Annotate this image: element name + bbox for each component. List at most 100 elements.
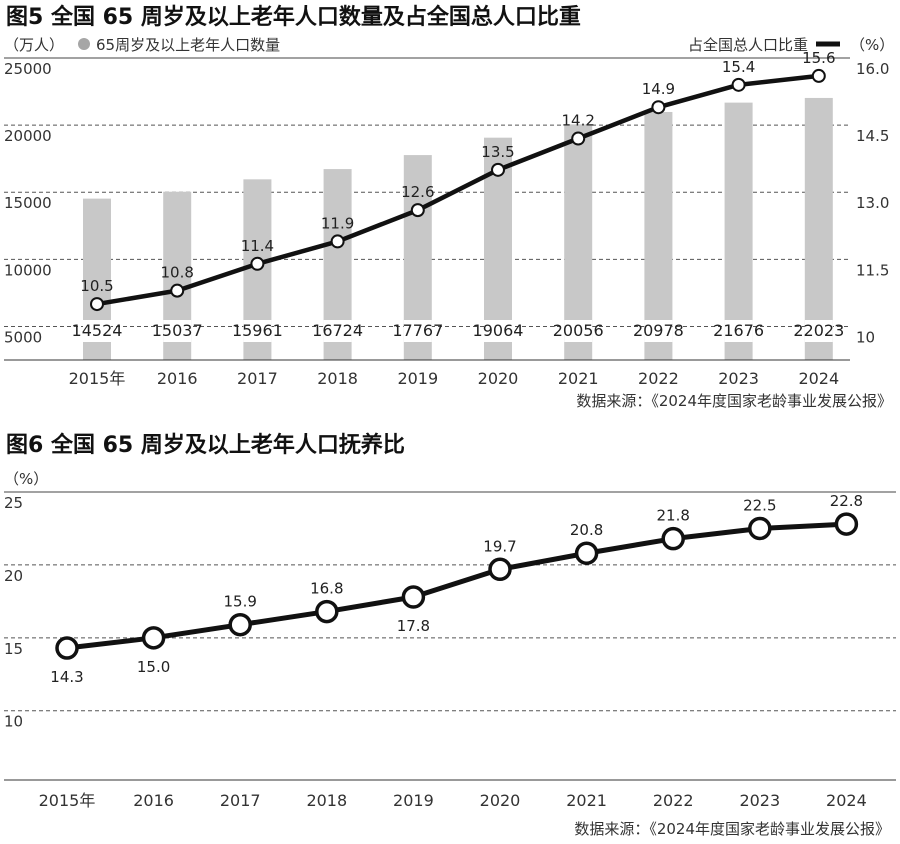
chart1-bar-label-bg xyxy=(564,320,593,342)
chart2-data-label: 15.9 xyxy=(223,593,256,611)
chart1-title: 图5 全国 65 周岁及以上老年人口数量及占全国总人口比重 xyxy=(6,4,581,30)
chart2-unit: （%） xyxy=(4,470,48,488)
chart1-bar xyxy=(644,111,673,360)
chart1-ratio-data-label: 15.4 xyxy=(722,58,755,76)
chart2-x-tick-label: 2024 xyxy=(826,791,867,810)
chart2-data-label: 14.3 xyxy=(50,668,83,686)
chart1-source: 数据来源：《2024年度国家老龄事业发展公报》 xyxy=(576,392,892,410)
chart1-left-tick-label: 15000 xyxy=(4,194,52,212)
legend-line-label: 占全国总人口比重 xyxy=(688,36,808,54)
chart2-title: 图6 全国 65 周岁及以上老年人口抚养比 xyxy=(6,432,405,458)
chart1-bar-label-bg xyxy=(804,320,833,342)
chart1-ratio-point xyxy=(651,100,666,115)
chart2-data-label: 22.5 xyxy=(743,496,776,514)
chart1-bar-value-label: 21676 xyxy=(713,321,764,340)
chart2-point xyxy=(488,557,512,582)
chart1-x-tick-label: 2021 xyxy=(558,369,599,388)
chart1-bar-label-bg xyxy=(83,320,111,342)
chart1-ratio-point xyxy=(410,203,425,218)
chart1-bar-label-bg xyxy=(403,320,432,342)
chart2-x-tick-label: 2021 xyxy=(566,791,607,810)
chart1-bar-value-label: 15961 xyxy=(232,321,283,340)
chart1-ratio-data-label: 14.2 xyxy=(561,112,594,130)
chart2-data-label: 22.8 xyxy=(830,492,863,510)
chart1-ratio-data-label: 11.4 xyxy=(241,237,274,255)
chart1-ratio-point xyxy=(491,162,505,177)
chart2-y-tick-label: 25 xyxy=(4,494,23,512)
chart1-ratio-data-label: 14.9 xyxy=(642,80,675,98)
chart1-x-tick-label: 2016 xyxy=(157,369,198,388)
chart2-x-tick-label: 2018 xyxy=(306,791,347,810)
chart1-bar-label-bg xyxy=(243,320,272,342)
chart1-x-tick-label: 2023 xyxy=(718,369,759,388)
chart1-x-tick-label: 2020 xyxy=(478,369,519,388)
chart1-ratio-data-label: 10.5 xyxy=(80,277,113,295)
chart1-ratio-point xyxy=(250,256,265,271)
chart1-bar-value-label: 20056 xyxy=(553,321,604,340)
chart2-x-tick-label: 2019 xyxy=(393,791,434,810)
chart1-ratio-point xyxy=(731,77,746,92)
chart1-bar xyxy=(724,102,753,360)
chart2-data-label: 16.8 xyxy=(310,580,343,598)
chart1-ratio-data-label: 11.9 xyxy=(321,214,354,232)
chart1-bar-label-bg xyxy=(323,320,352,342)
chart1-ratio-line xyxy=(96,73,820,307)
chart1-x-tick-label: 2019 xyxy=(397,369,438,388)
legend-bar-label: 65周岁及以上老年人口数量 xyxy=(96,36,280,54)
chart2-y-tick-label: 15 xyxy=(4,640,23,658)
chart1-bar-value-label: 15037 xyxy=(152,321,203,340)
chart1-ratio-data-label: 13.5 xyxy=(481,143,514,161)
chart2-data-label: 15.0 xyxy=(137,658,170,676)
chart1-ratio-point xyxy=(571,131,586,146)
chart1-left-tick-label: 5000 xyxy=(4,328,42,346)
chart2-data-label: 19.7 xyxy=(483,537,516,555)
chart2-point xyxy=(748,516,772,541)
legend-bar-swatch xyxy=(78,38,90,50)
chart1-right-tick-label: 10 xyxy=(856,328,875,346)
chart1-x-tick-label: 2017 xyxy=(237,369,278,388)
chart1-bar-value-label: 17767 xyxy=(392,321,443,340)
chart1-ratio-data-label: 12.6 xyxy=(401,183,434,201)
chart1-bar-value-label: 19064 xyxy=(473,321,524,340)
chart2-y-tick-label: 10 xyxy=(4,713,23,731)
chart2-x-tick-label: 2016 xyxy=(133,791,174,810)
chart1-bar-label-bg xyxy=(484,320,512,342)
chart1-ratio-point xyxy=(330,234,345,249)
chart2-point xyxy=(141,626,166,650)
chart1-left-tick-label: 10000 xyxy=(4,261,52,279)
chart2-x-tick-label: 2022 xyxy=(653,791,694,810)
chart2-x-tick-label: 2023 xyxy=(739,791,780,810)
chart2-y-tick-label: 20 xyxy=(4,567,23,585)
chart1-ratio-data-label: 10.8 xyxy=(160,264,193,282)
chart1-right-tick-label: 13.0 xyxy=(856,194,889,212)
chart2-line xyxy=(66,521,847,651)
chart1-bar xyxy=(804,97,833,361)
chart1-bar-value-label: 14524 xyxy=(72,321,123,340)
chart2-point xyxy=(574,541,599,565)
chart2-point xyxy=(661,526,685,551)
chart2-x-tick-label: 2017 xyxy=(220,791,261,810)
chart2-point xyxy=(315,599,339,624)
chart2-data-label: 17.8 xyxy=(397,617,430,635)
chart1-ratio-data-label: 15.6 xyxy=(802,49,835,67)
chart1-ratio-point xyxy=(170,283,185,298)
chart2-point xyxy=(228,612,252,637)
chart1-left-tick-label: 20000 xyxy=(4,127,52,145)
chart2-point xyxy=(401,585,426,609)
chart1-ratio-point xyxy=(811,68,826,83)
chart1-x-tick-label: 2024 xyxy=(798,369,839,388)
chart1-x-tick-label: 2015年 xyxy=(69,369,126,388)
chart1-x-tick-label: 2018 xyxy=(317,369,358,388)
chart1-bar-value-label: 20978 xyxy=(633,321,684,340)
chart1-bar-label-bg xyxy=(644,320,673,342)
chart1-right-tick-label: 11.5 xyxy=(856,261,889,279)
chart2-data-label: 21.8 xyxy=(656,507,689,525)
chart1-x-tick-label: 2022 xyxy=(638,369,679,388)
chart2-x-tick-label: 2015年 xyxy=(39,791,96,810)
chart1-ratio-point xyxy=(90,297,104,312)
chart1-bar-value-label: 22023 xyxy=(793,321,844,340)
chart1-right-unit: （%） xyxy=(850,36,894,54)
chart2-point xyxy=(55,636,79,660)
chart1-right-tick-label: 14.5 xyxy=(856,127,889,145)
